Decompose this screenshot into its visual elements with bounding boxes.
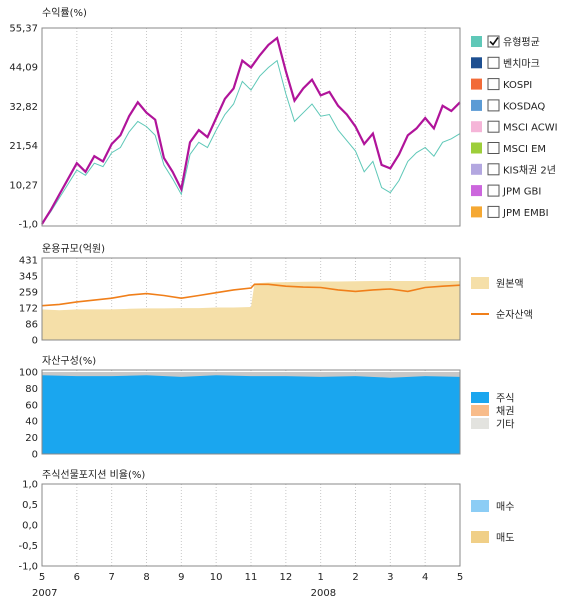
legend-swatch (471, 57, 482, 69)
plot-border (41, 27, 461, 227)
y-tick-label: 60 (25, 400, 38, 411)
y-tick-label: -0,5 (18, 541, 38, 552)
legend-checkbox[interactable] (487, 142, 500, 154)
chart-title-1: 수익률(%) (42, 7, 87, 19)
legend-checkbox[interactable] (487, 35, 500, 48)
y-tick-label: 80 (25, 384, 38, 395)
legend-swatch (471, 500, 489, 512)
plot-border (41, 257, 461, 341)
y-tick-label: 44,09 (9, 63, 38, 74)
x-year-label: 2007 (32, 588, 57, 599)
legend-label: 원본액 (496, 278, 524, 290)
x-tick-label: 4 (422, 572, 428, 583)
legend-swatch (471, 405, 489, 416)
y-tick-label: 172 (19, 304, 38, 315)
series-line-펀드 (41, 36, 461, 225)
legend-swatch (471, 277, 489, 289)
legend-label: 주식 (496, 393, 514, 405)
y-tick-label: 0,5 (22, 500, 38, 511)
y-tick-label: 0 (32, 450, 38, 461)
y-tick-label: -1,0 (18, 220, 38, 231)
area-원본액 (42, 281, 460, 340)
legend-swatch (471, 185, 482, 197)
x-tick-label: 12 (279, 572, 292, 583)
x-year-label: 2008 (311, 588, 336, 599)
series-line-유형평균 (41, 59, 461, 225)
area-주식 (42, 375, 460, 454)
y-tick-label: 21,54 (9, 141, 38, 152)
x-tick-label: 11 (245, 572, 258, 583)
legend-checkbox[interactable] (487, 99, 500, 112)
legend-checkbox[interactable] (487, 163, 500, 176)
x-tick-label: 2 (352, 572, 358, 583)
legend-checkbox[interactable] (487, 184, 500, 197)
legend-swatch (471, 142, 482, 154)
x-tick-label: 5 (457, 572, 463, 583)
legend-swatch (471, 121, 482, 133)
legend-label: KIS채권 2년 (503, 164, 556, 176)
legend-label: 순자산액 (496, 309, 533, 321)
legend-checkbox[interactable] (487, 120, 500, 133)
y-tick-label: 1,0 (22, 480, 38, 491)
chart-title-3: 자산구성(%) (42, 355, 96, 367)
legend-label: 벤치마크 (503, 58, 540, 70)
legend-label: 채권 (496, 406, 514, 418)
y-tick-label: 10,27 (9, 180, 38, 191)
legend-swatch (471, 531, 489, 543)
legend-swatch (471, 78, 482, 90)
y-tick-label: 0,0 (22, 521, 38, 532)
legend-swatch (471, 163, 482, 175)
y-tick-label: 55,37 (9, 24, 38, 35)
legend-label: 유형평균 (503, 37, 540, 49)
plot-border (41, 369, 461, 455)
legend-swatch (471, 392, 489, 403)
legend-label: MSCI ACWI (503, 123, 558, 134)
chart-title-2: 운용규모(억원) (42, 243, 105, 255)
legend-checkbox[interactable] (487, 78, 500, 91)
legend-label: 매도 (496, 532, 514, 544)
legend-label: 매수 (496, 501, 514, 513)
legend-label: MSCI EM (503, 144, 546, 155)
legend-swatch (471, 99, 482, 111)
y-tick-label: 100 (19, 368, 38, 379)
legend-label: KOSPI (503, 80, 532, 91)
x-tick-label: 1 (317, 572, 323, 583)
x-tick-label: 10 (210, 572, 223, 583)
y-tick-label: 0 (32, 336, 38, 347)
x-tick-label: 5 (39, 572, 45, 583)
legend-label: JPM GBI (502, 187, 541, 198)
legend-checkbox[interactable] (487, 205, 500, 218)
y-tick-label: 40 (25, 417, 38, 428)
legend-swatch (471, 36, 482, 47)
x-tick-label: 8 (143, 572, 149, 583)
legend-label: 기타 (496, 419, 514, 431)
x-tick-label: 3 (387, 572, 393, 583)
y-tick-label: 431 (19, 256, 38, 267)
x-tick-label: 9 (178, 572, 184, 583)
legend-swatch (471, 418, 489, 429)
y-tick-label: 86 (25, 320, 38, 331)
legend-swatch (471, 206, 482, 218)
chart-title-4: 주식선물포지션 비율(%) (42, 469, 145, 481)
legend-label: KOSDAQ (503, 101, 545, 112)
y-tick-label: 345 (19, 272, 38, 283)
x-tick-label: 6 (74, 572, 80, 583)
y-tick-label: 32,82 (9, 102, 38, 113)
y-tick-label: 259 (19, 288, 38, 299)
legend-label: JPM EMBI (502, 208, 549, 219)
y-tick-label: 20 (25, 433, 38, 444)
y-tick-label: -1,0 (18, 562, 38, 573)
x-tick-label: 7 (108, 572, 114, 583)
series-line-순자산액 (41, 283, 461, 307)
legend-checkbox[interactable] (487, 56, 500, 69)
check-icon (489, 37, 499, 46)
plot-border (41, 483, 461, 567)
